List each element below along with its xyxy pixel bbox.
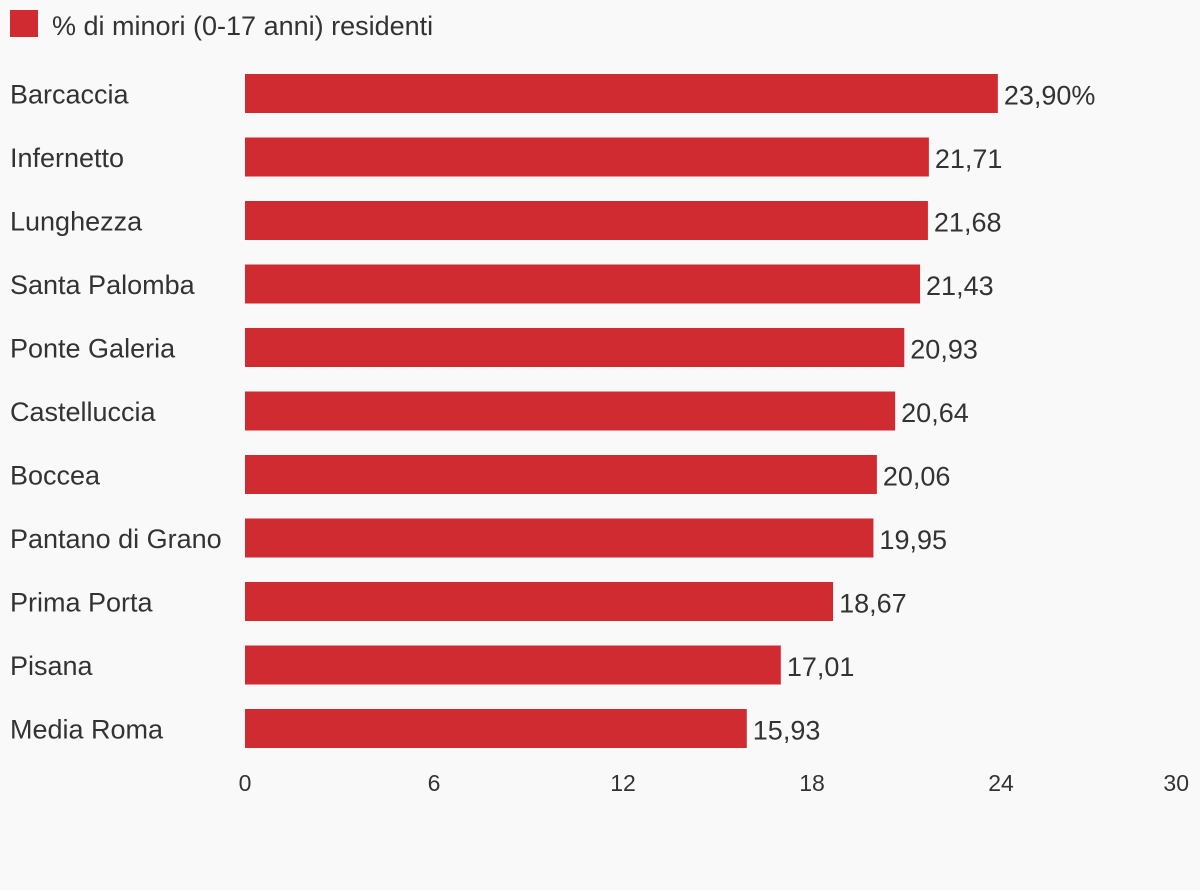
bars <box>245 74 998 748</box>
legend-entry: % di minori (0-17 anni) residenti <box>52 11 433 41</box>
bar <box>245 391 896 431</box>
x-axis-ticks: 0 6 12 18 24 30 <box>239 770 1189 796</box>
legend: % di minori (0-17 anni) residenti <box>10 10 433 41</box>
value-label: 15,93 <box>753 716 821 746</box>
value-label: 20,64 <box>901 398 969 428</box>
category-label: Infernetto <box>10 143 124 173</box>
category-label: Pantano di Grano <box>10 524 222 554</box>
bar <box>245 201 928 240</box>
value-label: 21,68 <box>934 208 1002 238</box>
bar <box>245 709 747 748</box>
bar <box>245 74 998 113</box>
x-tick-label: 24 <box>988 770 1014 796</box>
bar <box>245 137 929 177</box>
category-labels: Barcaccia Infernetto Lunghezza Santa Palomb… <box>10 80 222 745</box>
x-tick-label: 12 <box>610 770 636 796</box>
legend-swatch <box>10 10 38 37</box>
bar <box>245 582 834 621</box>
bar <box>245 328 905 367</box>
value-label: 20,93 <box>910 335 978 365</box>
x-tick-label: 6 <box>428 770 441 796</box>
bar <box>245 264 921 304</box>
value-labels: 23,90% 21,71 21,68 21,43 20,93 20,64 20,06 19,9… <box>753 81 1096 746</box>
category-label: Ponte Galeria <box>10 334 176 364</box>
bar <box>245 455 877 494</box>
x-tick-label: 18 <box>799 770 825 796</box>
value-label: 21,71 <box>935 144 1003 174</box>
value-label: 20,06 <box>883 462 951 492</box>
category-label: Santa Palomba <box>10 270 196 300</box>
category-label: Lunghezza <box>10 207 143 237</box>
value-label: 19,95 <box>879 525 947 555</box>
bar <box>245 645 781 685</box>
category-label: Pisana <box>10 651 94 681</box>
category-label: Barcaccia <box>10 80 130 110</box>
category-label: Castelluccia <box>10 397 157 427</box>
category-label: Prima Porta <box>10 588 154 618</box>
value-label: 23,90% <box>1004 81 1096 111</box>
value-label: 21,43 <box>926 271 994 301</box>
bar <box>245 518 874 558</box>
category-label: Boccea <box>10 461 101 491</box>
category-label: Media Roma <box>10 715 164 745</box>
x-tick-label: 30 <box>1163 770 1189 796</box>
value-label: 18,67 <box>839 589 907 619</box>
value-label: 17,01 <box>787 652 855 682</box>
x-tick-label: 0 <box>239 770 252 796</box>
